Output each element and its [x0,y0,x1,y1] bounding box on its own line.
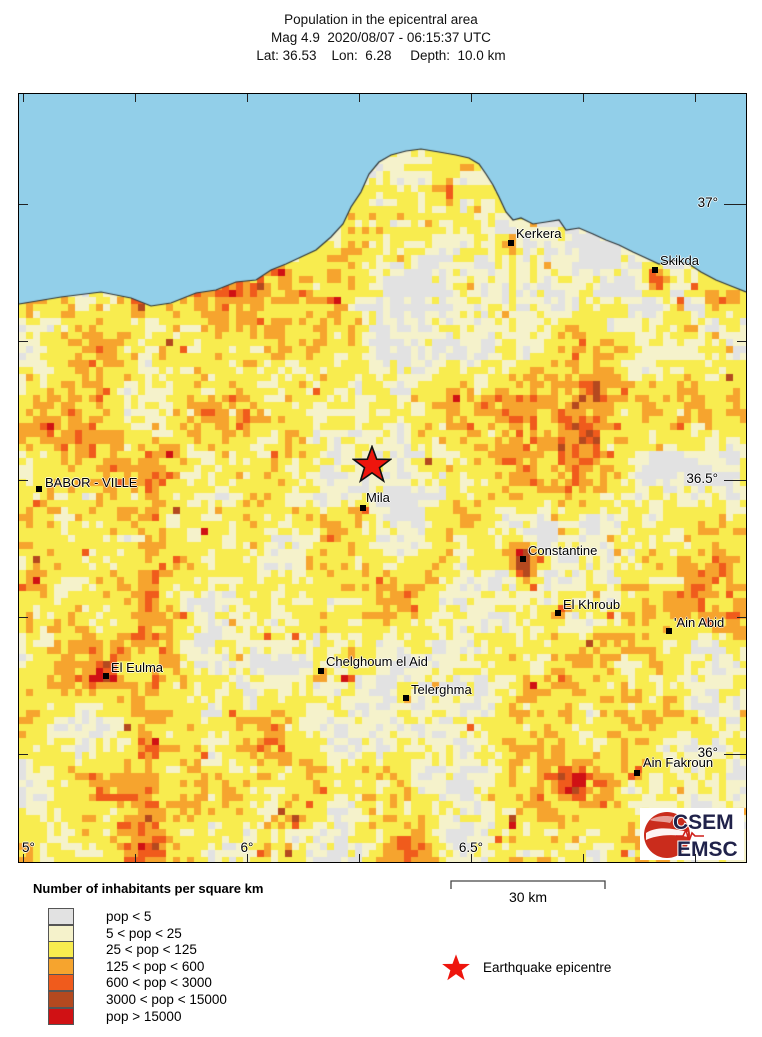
city-marker [360,505,366,511]
legend-color-swatch [48,1007,74,1025]
legend-item-label: 5 < pop < 25 [106,925,182,941]
city-label: Telerghma [411,682,472,697]
logo-text-top: CSEM [673,811,734,834]
latitude-label: 37° [697,195,718,210]
legend-row: 5 < pop < 25 [48,924,182,942]
logo-seismogram-icon [676,827,704,844]
latitude-tick [19,480,28,481]
legend-row: 125 < pop < 600 [48,957,205,975]
legend-color-swatch [48,908,74,925]
epicentre-legend: Earthquake epicentre [441,953,611,982]
epicenter-star-icon [352,445,392,483]
logo-text-bottom: EMSC [677,838,738,860]
latitude-tick [737,341,746,342]
longitude-tick [471,94,472,102]
legend-row: 25 < pop < 125 [48,941,197,959]
legend-item-label: 125 < pop < 600 [106,958,205,974]
city-label: El Eulma [111,660,164,675]
city-marker [520,556,526,562]
legend-title: Number of inhabitants per square km [33,881,264,896]
legend-color-swatch [48,941,74,959]
legend-item-label: 3000 < pop < 15000 [106,992,227,1007]
city-marker [666,628,672,634]
longitude-label: 5° [22,840,35,855]
latitude-tick [737,617,746,618]
population-legend: Number of inhabitants per square km pop … [33,881,264,1025]
city-label: Ain Fakroun [643,755,714,770]
page-title: Population in the epicentral area [284,12,478,27]
city-label: Constantine [528,543,598,558]
latitude-tick [19,204,28,205]
city-label: Chelghoum el Aid [326,654,428,669]
epicentre-legend-label: Earthquake epicentre [483,960,612,975]
longitude-label: 6.5° [458,840,484,855]
legend-row: pop < 5 [48,908,151,925]
legend-color-swatch [48,957,74,975]
city-marker [36,486,42,492]
legend-row: 3000 < pop < 15000 [48,991,227,1008]
longitude-tick [583,94,584,102]
legend-color-swatch [48,991,74,1008]
city-label: El Khroub [563,597,621,612]
csem-emsc-logo: CSEM EMSC [640,808,744,860]
longitude-tick [359,854,360,862]
longitude-tick [135,854,136,862]
city-marker [652,267,658,273]
city-label: Skikda [660,253,700,268]
legend-item-label: 25 < pop < 125 [106,942,197,958]
city-marker [555,610,561,616]
legend-row: 600 < pop < 3000 [48,974,212,992]
legend-item-label: 600 < pop < 3000 [106,975,212,991]
latitude-tick-line [724,754,746,755]
latitude-label: 36° [697,745,718,760]
legend-item-label: pop < 5 [106,909,152,924]
population-map: CSEM EMSC 37° 36.5° 36° 5° 6° 6.5° Kerkera Skik… [18,93,747,863]
scale-bar-label: 30 km [508,889,548,905]
city-marker [318,668,324,674]
latitude-tick [19,617,28,618]
longitude-tick [695,94,696,102]
latitude-tick [19,754,28,755]
legend-item-label: pop > 15000 [106,1008,182,1024]
logo-globe-sea [646,828,688,840]
city-marker [103,673,109,679]
latitude-tick [19,341,28,342]
longitude-tick [23,94,24,102]
longitude-tick [359,94,360,102]
city-marker [634,770,640,776]
city-label: Mila [366,490,390,505]
city-label: BABOR - VILLE [45,475,138,490]
city-marker [403,695,409,701]
legend-row: pop > 15000 [48,1007,182,1025]
longitude-label: 6° [240,840,254,855]
longitude-tick [23,854,24,862]
city-label: 'Ain Abid [674,615,725,630]
latitude-label: 36.5° [686,471,718,486]
legend-color-swatch [48,974,74,992]
longitude-tick [247,854,248,862]
longitude-tick [135,94,136,102]
scale-bar [450,880,606,890]
logo-globe-highlight [650,816,674,823]
longitude-tick [247,94,248,102]
latitude-tick-line [724,204,746,205]
longitude-tick [471,854,472,862]
event-coordinates: Lat: 36.53 Lon: 6.28 Depth: 10.0 km [256,48,506,63]
city-label: Kerkera [516,226,562,241]
legend-color-swatch [48,924,74,942]
scale-bar-line [450,880,606,889]
city-marker [508,240,514,246]
event-magnitude-datetime: Mag 4.9 2020/08/07 - 06:15:37 UTC [271,30,491,45]
longitude-tick [583,854,584,862]
epicentre-legend-star-icon [442,954,470,981]
longitude-tick [695,854,696,862]
epicenter-star-shape [352,445,392,483]
latitude-tick-line [724,480,746,481]
